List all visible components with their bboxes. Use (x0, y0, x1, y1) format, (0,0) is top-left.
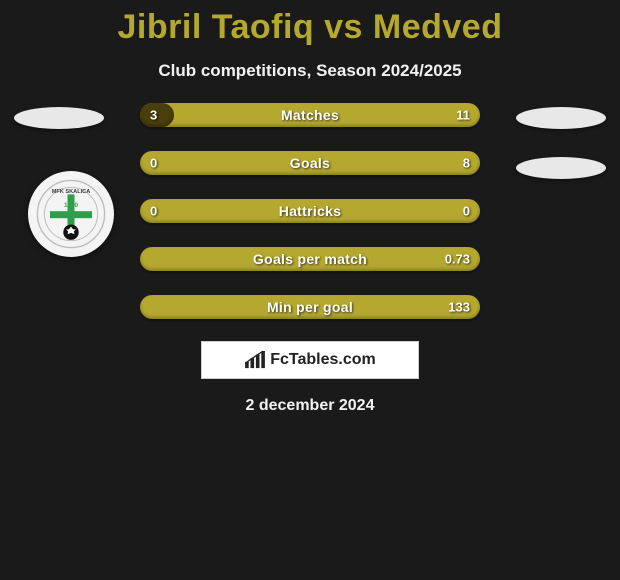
stat-value-right: 133 (448, 300, 470, 315)
badge-year: 1920 (64, 202, 79, 209)
page-title: Jibril Taofiq vs Medved (0, 0, 620, 47)
stat-bar: Min per goal 133 (140, 295, 480, 319)
subtitle: Club competitions, Season 2024/2025 (0, 61, 620, 81)
bar-chart-icon (244, 351, 266, 369)
stat-value-right: 11 (456, 108, 470, 123)
date-line: 2 december 2024 (0, 397, 620, 415)
stat-value-right: 0 (463, 204, 470, 219)
stat-value-right: 0.73 (445, 252, 470, 267)
player-right-oval-bottom (516, 157, 606, 179)
stat-value-left: 0 (150, 204, 157, 219)
stat-bar: Goals per match 0.73 (140, 247, 480, 271)
stat-label: Goals (290, 155, 330, 171)
club-badge: MFK SKALICA 1920 (28, 171, 114, 257)
stat-label: Min per goal (267, 299, 353, 315)
player-right-oval-top (516, 107, 606, 129)
stat-value-left: 0 (150, 156, 157, 171)
stat-bar: 3 Matches 11 (140, 103, 480, 127)
stat-value-right: 8 (463, 156, 470, 171)
stat-bars: 3 Matches 11 0 Goals 8 0 Hattricks 0 Goals per ma… (140, 103, 480, 319)
brand-text: FcTables.com (270, 351, 376, 369)
stat-label: Matches (281, 107, 339, 123)
stat-label: Hattricks (279, 203, 342, 219)
stat-bar: 0 Goals 8 (140, 151, 480, 175)
comparison-arena: MFK SKALICA 1920 3 Matches 11 0 Goals 8 0 Hattr… (0, 103, 620, 319)
brand-box[interactable]: FcTables.com (201, 341, 419, 379)
badge-club-text: MFK SKALICA (52, 189, 91, 195)
stat-label: Goals per match (253, 251, 367, 267)
player-left-oval (14, 107, 104, 129)
stat-bar: 0 Hattricks 0 (140, 199, 480, 223)
stat-value-left: 3 (150, 108, 157, 123)
club-badge-icon: MFK SKALICA 1920 (36, 179, 106, 249)
